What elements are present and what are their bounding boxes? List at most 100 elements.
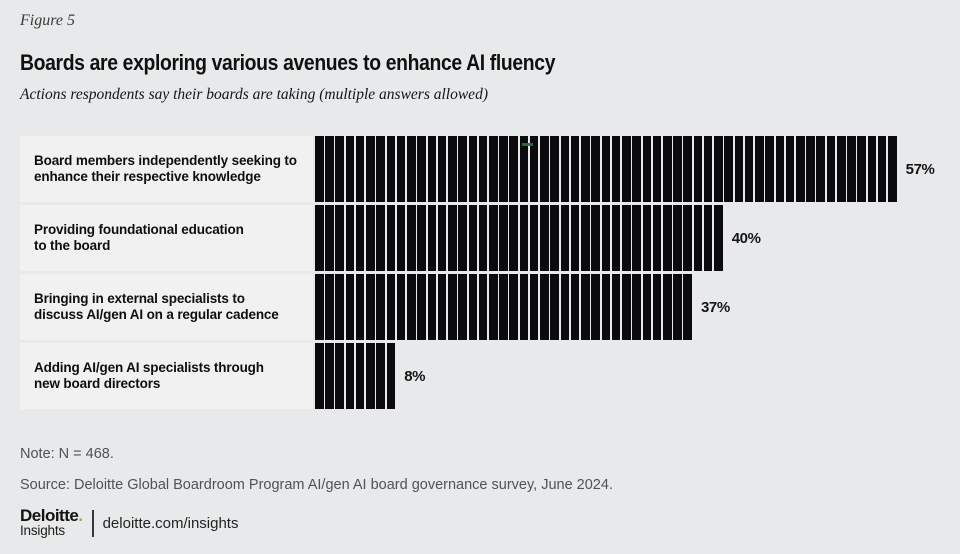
bar-area: 8% [315,343,940,409]
bar-segment [519,205,529,271]
bar-segment [488,274,498,340]
bar-segment [683,205,692,271]
bar-segment [591,205,600,271]
bar-segment [662,205,672,271]
bar-segment [519,136,529,202]
logo-green-dot: . [78,506,83,525]
value-label: 8% [404,367,426,385]
bar-segment [622,274,631,340]
bar-segment [744,136,754,202]
bar-segment [427,274,437,340]
row-label: Bringing in external specialists to disc… [20,274,313,340]
bar-segment [693,136,703,202]
bar-segment [386,136,396,202]
bar-segment [458,274,467,340]
bar-segment [448,136,457,202]
value-label: 37% [700,298,730,316]
bar-segment [366,343,375,409]
bar-segment [468,136,478,202]
bar-segment [529,274,539,340]
bar-segment [673,274,682,340]
bar-segment [386,343,396,409]
bar-segment [877,136,887,202]
bar-segment [376,274,385,340]
bar [315,343,396,409]
bar-segment [376,136,385,202]
bar-segment [448,274,457,340]
bar-segment [355,136,365,202]
logo-brand-text: Deloitte [20,506,79,525]
bar-segment [468,274,478,340]
bar-segment [325,136,334,202]
bar-segment [499,274,508,340]
bar-segment [570,205,580,271]
bar-segment [427,205,437,271]
chart-row: Adding AI/gen AI specialists through new… [20,343,940,409]
bar-area: 37% [315,274,940,340]
bar-segment [816,136,826,202]
bar-segment [427,136,437,202]
row-label: Providing foundational education to the … [20,205,313,271]
bar-segment [315,136,324,202]
bar-segment [499,136,508,202]
bar-segment [642,136,652,202]
bar [315,205,723,271]
bar-segment [437,136,447,202]
bar-segment [601,205,611,271]
note-text: Note: N = 468. [20,446,114,462]
bar-segment [806,136,815,202]
bar-segment [581,205,590,271]
bar-segment [366,205,375,271]
bar-segment [570,136,580,202]
bar-segment [519,274,529,340]
bar-segment [662,136,672,202]
bar-segment [826,136,836,202]
bar-area: 57% [315,136,940,202]
bar-segment [601,274,611,340]
deloitte-insights-logo: Deloitte. Insights [20,506,83,538]
bar-segment [345,205,355,271]
bar-area: 40% [315,205,940,271]
bar-segment [550,274,559,340]
bar-segment [550,205,559,271]
bar-segment [335,274,345,340]
bar-segment [325,205,334,271]
bar-segment [622,136,631,202]
bar-segment [724,136,733,202]
chart-row: Bringing in external specialists to disc… [20,274,940,340]
bar-segment [796,136,805,202]
bar-segment [396,274,406,340]
bar-segment [325,274,334,340]
logo-brand: Deloitte. [20,506,83,525]
bar-segment [345,343,355,409]
chart-row: Board members independently seeking to e… [20,136,940,202]
source-text: Source: Deloitte Global Boardroom Progra… [20,477,613,493]
bar-segment [611,136,621,202]
bar-segment [703,205,713,271]
bar-segment [652,136,662,202]
logo-sub-text: Insights [20,523,65,538]
bar-segment [734,136,744,202]
bar-segment [581,136,590,202]
bar [315,136,897,202]
bar-segment [396,205,406,271]
bar-segment [407,274,416,340]
bar-segment [642,205,652,271]
bar-segment [396,136,406,202]
bar-segment [867,136,877,202]
bar-segment [488,136,498,202]
bar [315,274,692,340]
bar-segment [611,205,621,271]
green-mark [522,143,533,146]
bar-segment [857,136,866,202]
bar-segment [417,274,426,340]
bar-segment [683,274,692,340]
bar-segment [468,205,478,271]
bar-segment [335,136,345,202]
bar-segment [703,136,713,202]
bar-segment [622,205,631,271]
footer: Deloitte. Insights deloitte.com/insights [20,506,238,538]
bar-segment [458,205,467,271]
bar-segment [632,136,641,202]
